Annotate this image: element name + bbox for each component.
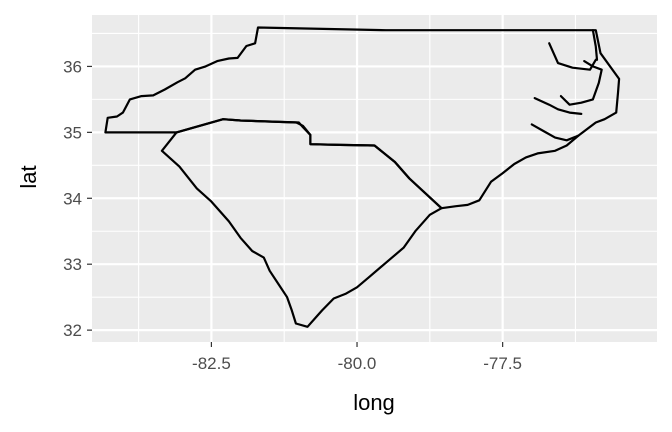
grid-minor <box>92 15 657 342</box>
plot-panel <box>92 15 657 342</box>
map-outlines <box>104 26 621 328</box>
outline-currituck-sound <box>591 29 599 61</box>
outline-neuse-inlet <box>530 123 580 142</box>
y-tick-label-3: 35 <box>63 123 82 142</box>
axis-tick-labels: -82.5 -80.0 -77.5 32 33 34 35 36 <box>63 57 522 373</box>
axis-ticks <box>87 65 504 347</box>
outline-pamlico-sound <box>559 60 603 106</box>
x-axis-title: long <box>353 390 395 415</box>
outline-south-carolina <box>160 118 443 328</box>
y-tick-label-1: 33 <box>63 255 82 274</box>
x-tick-label-0: -82.5 <box>192 354 231 373</box>
grid-major <box>92 15 657 342</box>
y-tick-label-0: 32 <box>63 321 82 340</box>
x-tick-label-1: -80.0 <box>338 354 377 373</box>
outline-pamlico-inlet <box>533 97 583 115</box>
y-tick-label-2: 34 <box>63 189 82 208</box>
y-tick-label-4: 36 <box>63 57 82 76</box>
x-tick-label-2: -77.5 <box>483 354 522 373</box>
y-axis-title: lat <box>16 165 41 188</box>
